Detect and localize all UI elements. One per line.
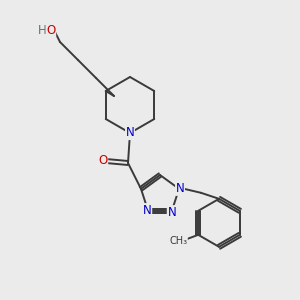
Text: O: O — [98, 154, 108, 167]
Text: N: N — [176, 182, 184, 195]
Text: O: O — [46, 23, 56, 37]
Text: N: N — [126, 127, 134, 140]
Text: N: N — [143, 204, 152, 217]
Text: H: H — [38, 23, 46, 37]
Text: N: N — [167, 206, 176, 219]
Text: CH₃: CH₃ — [169, 236, 187, 246]
